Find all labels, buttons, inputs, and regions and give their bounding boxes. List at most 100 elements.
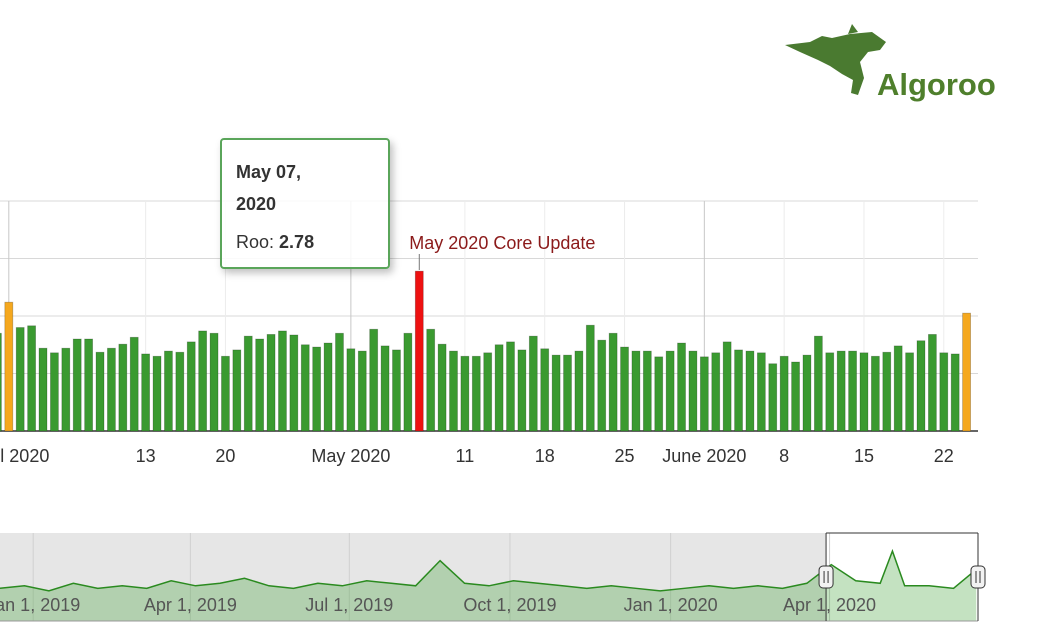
navigator-tick-label: Jan 1, 2019 <box>0 595 80 615</box>
bar <box>437 343 447 432</box>
bar <box>27 325 36 432</box>
bar <box>312 346 322 432</box>
bar <box>278 330 287 432</box>
bar <box>836 350 846 432</box>
navigator-tick-label: Apr 1, 2020 <box>783 595 876 615</box>
bar <box>551 354 561 432</box>
bar <box>768 363 778 432</box>
navigator-tick-label: Apr 1, 2019 <box>144 595 237 615</box>
bar <box>164 350 173 432</box>
bar <box>939 352 949 432</box>
navigator-line <box>0 548 977 592</box>
bar <box>380 345 390 432</box>
bar <box>221 355 230 432</box>
tooltip-value: 2.78 <box>279 232 315 252</box>
bar <box>186 341 196 432</box>
bar <box>506 341 515 432</box>
bar <box>654 356 664 432</box>
bar <box>688 350 698 432</box>
x-tick-label: 15 <box>854 446 874 466</box>
bar <box>574 350 584 432</box>
navigator-tick-label: Jan 1, 2020 <box>624 595 718 615</box>
bar <box>255 338 265 432</box>
tooltip-label: Roo: <box>236 232 275 252</box>
bar <box>403 332 413 432</box>
bar <box>802 354 812 432</box>
bar <box>95 351 105 432</box>
bar <box>813 335 823 432</box>
bar <box>859 352 869 432</box>
bar <box>0 332 2 432</box>
navigator-tick-label: Jul 1, 2019 <box>305 595 393 615</box>
bar <box>870 355 880 432</box>
bar <box>620 346 629 432</box>
bar <box>4 301 14 432</box>
bar <box>950 353 960 432</box>
bar <box>266 333 276 432</box>
logo-text: Algoroo <box>877 67 996 102</box>
bar <box>72 338 82 432</box>
bar <box>528 335 538 432</box>
bar <box>209 332 219 432</box>
bar <box>175 351 185 432</box>
x-tick-label: 8 <box>779 446 789 466</box>
bar <box>928 333 937 432</box>
bar <box>734 349 743 432</box>
bar <box>426 328 436 432</box>
bar <box>369 328 379 432</box>
tooltip: May 07, 2020 Roo: 2.78 <box>220 138 390 269</box>
bar <box>129 336 139 432</box>
bar <box>882 351 892 432</box>
bar <box>825 352 835 432</box>
bar <box>597 339 607 432</box>
x-tick-label: 22 <box>934 446 954 466</box>
bar <box>15 327 25 432</box>
navigator-tick-label: Oct 1, 2019 <box>463 595 556 615</box>
x-tick-label: May 2020 <box>311 446 390 466</box>
bar <box>414 270 424 432</box>
bar <box>540 348 550 432</box>
tooltip-title: May 07, 2020 <box>236 162 302 214</box>
x-tick-label: June 2020 <box>662 446 746 466</box>
tooltip-row: Roo: 2.78 <box>236 232 374 253</box>
x-tick-label: 25 <box>615 446 635 466</box>
bar <box>107 347 116 432</box>
x-tick-label: 11 <box>456 446 475 466</box>
bar <box>756 352 766 432</box>
bar <box>38 347 48 432</box>
bar <box>141 353 151 432</box>
logo-icon <box>785 24 886 95</box>
bar <box>346 348 356 432</box>
bar <box>50 352 59 432</box>
bar <box>335 332 344 432</box>
navigator-mask <box>0 533 827 621</box>
annotation: May 2020 Core Update <box>409 233 595 253</box>
bar <box>289 334 299 432</box>
bar <box>722 341 732 432</box>
bar <box>483 352 493 432</box>
bar <box>449 350 458 432</box>
bar <box>232 349 242 432</box>
bar <box>198 330 208 432</box>
bar <box>323 342 333 432</box>
bar <box>563 354 572 432</box>
bar <box>608 332 618 432</box>
bar <box>745 350 755 432</box>
bar <box>392 349 401 432</box>
bar <box>791 361 800 432</box>
bar <box>677 342 686 432</box>
bar <box>711 352 721 432</box>
bar <box>300 344 310 432</box>
bar <box>905 352 914 432</box>
bar <box>471 355 481 432</box>
bar <box>517 349 527 432</box>
bar <box>916 340 926 432</box>
logo: Algoroo <box>785 24 996 102</box>
bar <box>665 350 675 432</box>
bar <box>585 324 595 432</box>
bar <box>494 344 504 432</box>
bar <box>631 350 641 432</box>
bar <box>61 347 71 432</box>
